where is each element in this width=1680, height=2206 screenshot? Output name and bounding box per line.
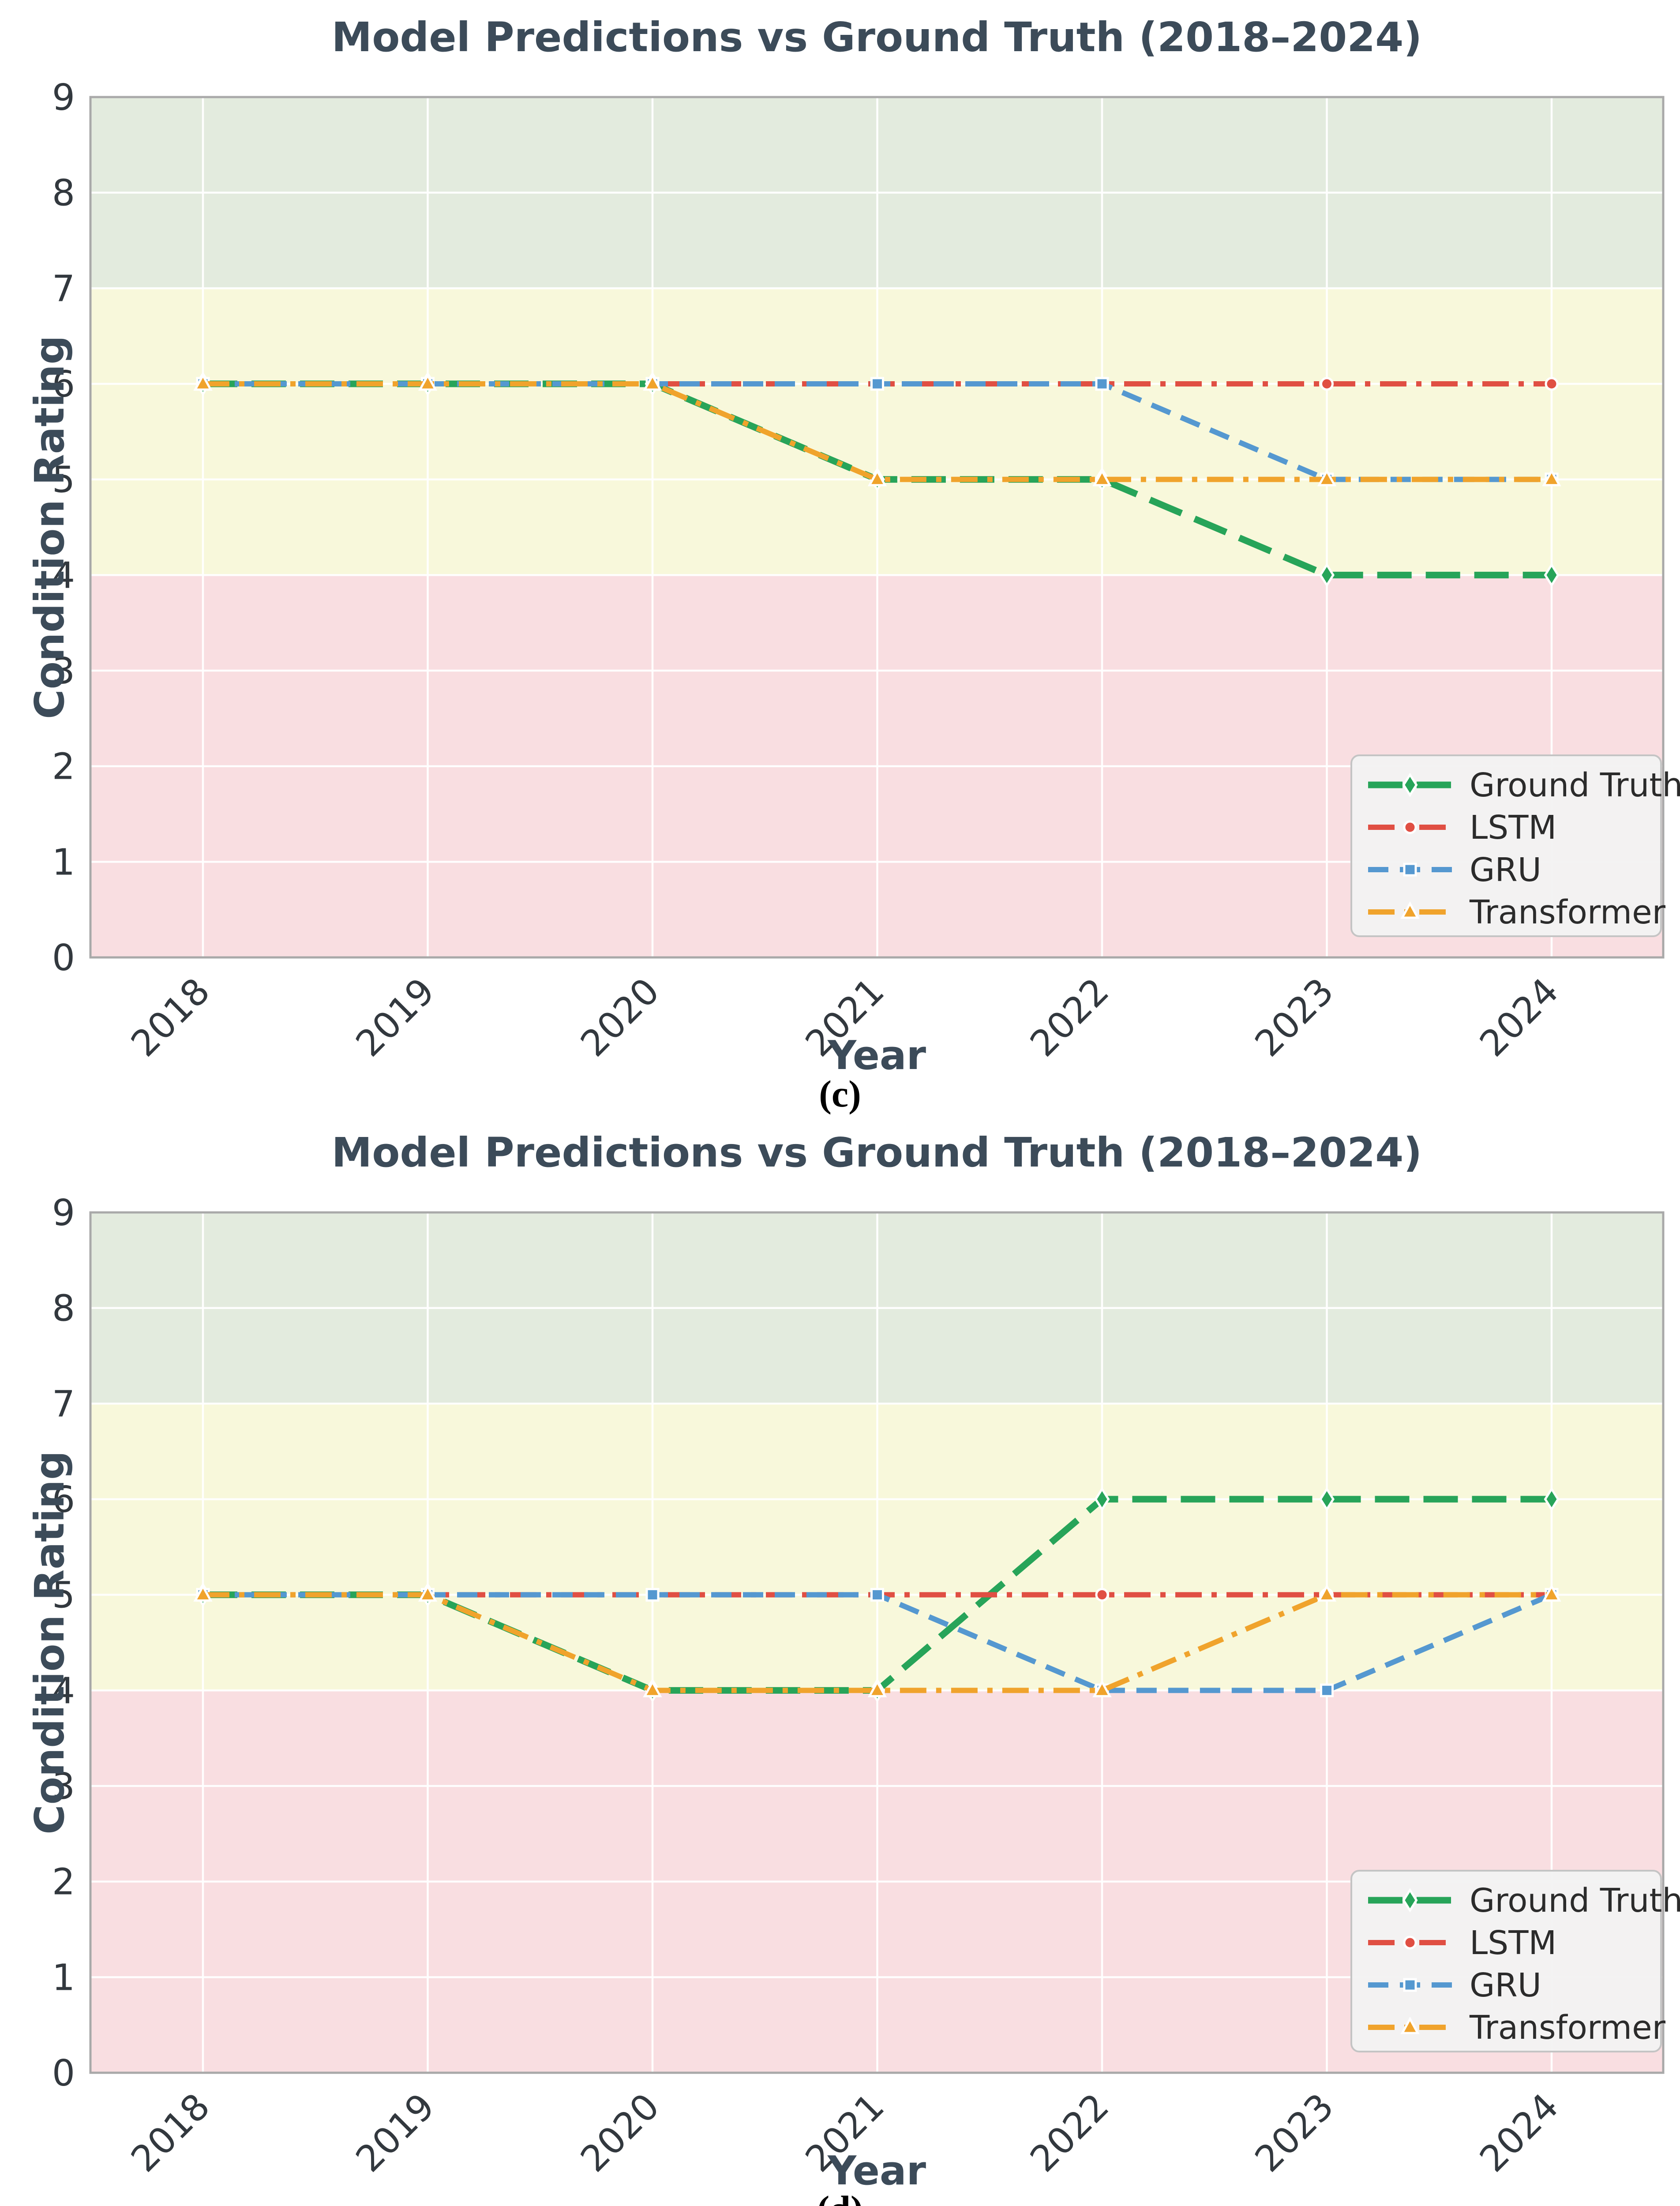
- y-tick-label: 3: [52, 650, 75, 692]
- legend-entry-ground-truth: Ground Truth: [1368, 1882, 1680, 1920]
- y-tick-label: 4: [52, 1670, 75, 1712]
- series-transformer: [193, 373, 1561, 487]
- y-tick-label: 8: [52, 173, 75, 214]
- figure-d: 0 1 2 3 4 5 6 7 8 9 2018 2019 2020 2021 2022 2023 2024 Gr…: [0, 1115, 1680, 2206]
- y-tick-label: 2: [52, 746, 75, 788]
- legend-entry-transformer: Transformer: [1368, 2009, 1666, 2047]
- y-tick-label: 1: [52, 1957, 75, 1999]
- y-tick-labels: 0 1 2 3 4 5 6 7 8 9: [52, 77, 75, 979]
- y-tick-label: 5: [52, 459, 75, 501]
- legend-box: [1350, 754, 1662, 937]
- subfigure-label-d: (d): [0, 2190, 1680, 2206]
- y-tick-label: 8: [52, 1288, 75, 1330]
- x-axis-label: Year: [827, 1032, 926, 1079]
- y-tick-label: 0: [52, 2052, 75, 2094]
- y-tick-label: 7: [52, 268, 75, 310]
- legend-label: Ground Truth: [1470, 766, 1680, 804]
- y-tick-label: 9: [52, 77, 75, 119]
- y-axis-label: Condition Rating: [26, 1451, 73, 1835]
- y-tick-label: 9: [52, 1192, 75, 1234]
- y-tick-label: 0: [52, 937, 75, 979]
- legend: Ground Truth LSTM GRU Transformer: [1350, 1870, 1680, 2052]
- series-markers-transformer: [193, 373, 1561, 487]
- series-markers-transformer: [193, 1584, 1561, 1697]
- y-tick-labels: 0 1 2 3 4 5 6 7 8 9: [52, 1192, 75, 2094]
- chart-title: Model Predictions vs Ground Truth (2018–…: [331, 1129, 1422, 1176]
- legend-label: Transformer: [1469, 2009, 1666, 2047]
- y-axis-label: Condition Rating: [26, 335, 73, 719]
- figure-c: 0 1 2 3 4 5 6 7 8 9 2018 2019 2020 2021 2022 2023 2024 Gr…: [26, 14, 1680, 1115]
- legend-entry-gru: GRU: [1368, 851, 1541, 889]
- series-transformer: [193, 1584, 1561, 1697]
- legend-entry-gru: GRU: [1368, 1966, 1541, 2004]
- legend-entry-transformer: Transformer: [1368, 893, 1666, 931]
- legend-label: LSTM: [1470, 809, 1556, 847]
- y-tick-label: 2: [52, 1861, 75, 1903]
- legend: Ground Truth LSTM GRU Transformer: [1350, 754, 1680, 937]
- legend-label: LSTM: [1470, 1924, 1556, 1962]
- legend-entry-lstm: LSTM: [1368, 809, 1556, 847]
- y-tick-label: 6: [52, 364, 75, 405]
- y-tick-label: 6: [52, 1479, 75, 1521]
- legend-label: Transformer: [1469, 893, 1666, 931]
- y-tick-label: 5: [52, 1575, 75, 1617]
- legend-label: GRU: [1470, 851, 1541, 889]
- y-tick-label: 7: [52, 1383, 75, 1425]
- legend-label: GRU: [1470, 1966, 1541, 2004]
- y-tick-label: 3: [52, 1766, 75, 1808]
- legend-box: [1350, 1870, 1662, 2052]
- legend-label: Ground Truth: [1470, 1882, 1680, 1920]
- y-tick-label: 1: [52, 841, 75, 883]
- chart-title: Model Predictions vs Ground Truth (2018–…: [331, 14, 1422, 61]
- y-tick-label: 4: [52, 555, 75, 597]
- legend-entry-lstm: LSTM: [1368, 1924, 1556, 1962]
- subfigure-label-c: (c): [819, 1073, 861, 1115]
- plot-spines: [89, 1211, 1665, 2074]
- plot-spines: [89, 96, 1665, 959]
- legend-entry-ground-truth: Ground Truth: [1368, 766, 1680, 804]
- x-axis-label: Year: [827, 2148, 926, 2194]
